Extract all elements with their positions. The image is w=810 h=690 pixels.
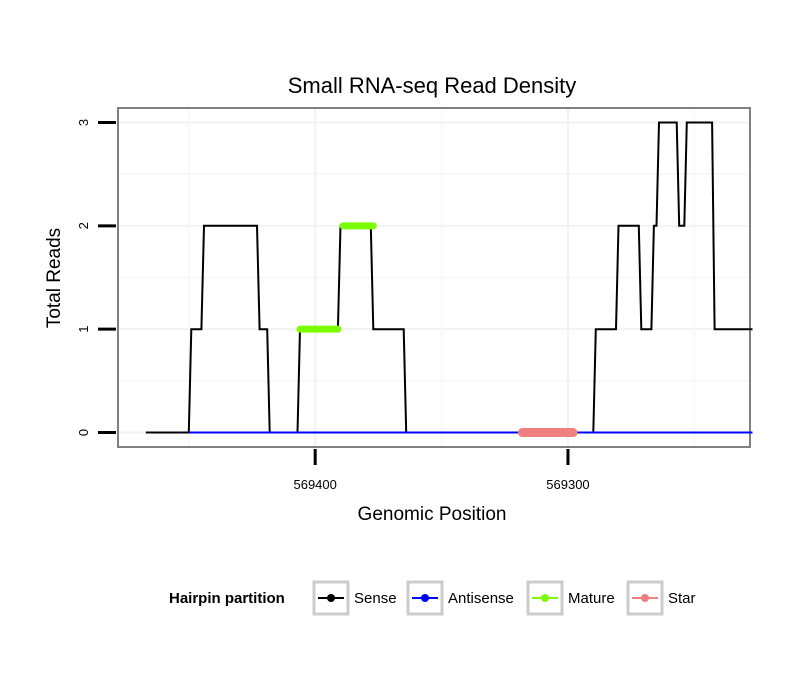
legend-key-dot bbox=[541, 594, 549, 602]
legend-title: Hairpin partition bbox=[169, 590, 285, 607]
plot-border bbox=[117, 107, 751, 448]
y-axis-label: Total Reads bbox=[44, 228, 65, 328]
legend-label: Star bbox=[668, 590, 696, 607]
legend-key-dot bbox=[641, 594, 649, 602]
grid-lines bbox=[118, 108, 750, 447]
legend-label: Antisense bbox=[448, 590, 514, 607]
y-tick-label: 2 bbox=[76, 222, 91, 229]
chart-title: Small RNA-seq Read Density bbox=[288, 73, 577, 98]
y-tick-label: 0 bbox=[76, 429, 91, 436]
legend-label: Mature bbox=[568, 590, 615, 607]
legend-item-mature: Mature bbox=[526, 580, 615, 616]
x-tick-label: 569300 bbox=[546, 477, 589, 492]
x-tick-label: 569400 bbox=[293, 477, 336, 492]
x-axis-label: Genomic Position bbox=[358, 504, 507, 525]
legend-label: Sense bbox=[354, 590, 397, 607]
legend-item-sense: Sense bbox=[312, 580, 397, 616]
legend-item-star: Star bbox=[626, 580, 696, 616]
legend: Hairpin partition Sense Antisense Mature St… bbox=[169, 580, 696, 616]
y-tick-label: 1 bbox=[76, 326, 91, 333]
axes: 0 1 2 3 569400 569300 bbox=[76, 119, 590, 492]
legend-item-antisense: Antisense bbox=[406, 580, 514, 616]
legend-key-dot bbox=[327, 594, 335, 602]
y-tick-label: 3 bbox=[76, 119, 91, 126]
series-layer bbox=[145, 121, 753, 438]
legend-key-dot bbox=[421, 594, 429, 602]
